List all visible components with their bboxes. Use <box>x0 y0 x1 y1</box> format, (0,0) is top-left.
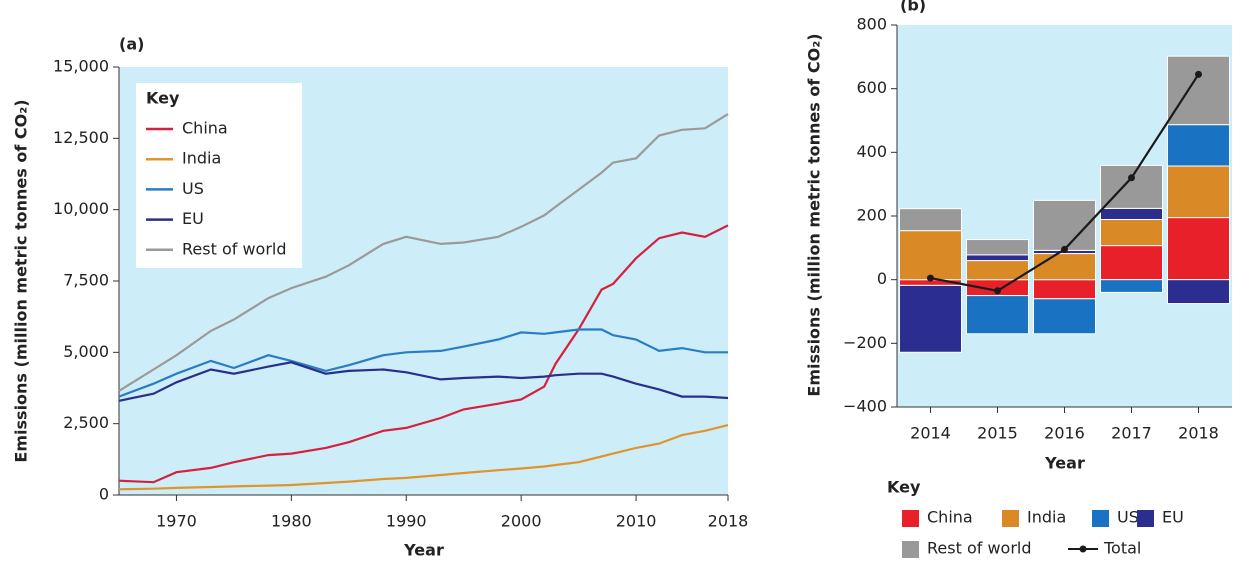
x-tick-label: 2018 <box>708 512 749 531</box>
series-line <box>118 224 729 484</box>
bar-segment <box>1100 245 1163 281</box>
bar-segment <box>966 254 1029 262</box>
bar-segment <box>1100 207 1163 221</box>
bar-segment <box>1167 124 1230 167</box>
legend-label: India <box>182 149 221 168</box>
y-tick-label: 0 <box>99 485 109 504</box>
total-point <box>1128 174 1135 182</box>
series-line <box>118 113 729 392</box>
legend-label: India <box>1027 508 1066 527</box>
legend-label: US <box>1117 508 1139 527</box>
y-tick-label: 0 <box>877 269 887 288</box>
legend-swatch <box>1002 510 1019 527</box>
y-tick-label: 800 <box>856 15 887 34</box>
y-axis-label: Emissions (million metric tonnes of CO₂) <box>805 33 824 396</box>
y-tick-label: 5,000 <box>63 342 109 361</box>
bar-segment <box>899 208 962 232</box>
legend-label: Rest of world <box>182 239 287 258</box>
bar-segment <box>1167 165 1230 219</box>
y-tick-label: 10,000 <box>53 199 109 218</box>
legend-swatch-dot <box>1079 545 1087 553</box>
series-line <box>118 361 729 402</box>
x-tick-label: 2015 <box>977 424 1018 443</box>
bar-segment <box>1033 199 1096 251</box>
legend-swatch <box>902 510 919 527</box>
total-point <box>1061 245 1068 253</box>
total-point <box>994 287 1001 295</box>
bar-segment <box>966 295 1029 335</box>
bar-segment <box>899 230 962 281</box>
chart-title: (b) <box>900 0 926 15</box>
bar-segment <box>1100 279 1163 293</box>
y-tick-label: 600 <box>856 78 887 97</box>
legend-swatch <box>1092 510 1109 527</box>
bar-segment <box>1033 253 1096 281</box>
x-axis-label: Year <box>1044 454 1085 473</box>
legend-label: Total <box>1103 539 1141 558</box>
x-tick-label: 2014 <box>910 424 951 443</box>
bar-segment <box>1167 217 1230 281</box>
x-tick-label: 1980 <box>271 512 312 531</box>
y-tick-label: −200 <box>843 333 887 352</box>
y-tick-label: 2,500 <box>63 413 109 432</box>
chart-title: (a) <box>119 35 144 54</box>
legend-title: Key <box>146 89 180 108</box>
x-tick-label: 2017 <box>1111 424 1152 443</box>
bar-segment <box>1033 298 1096 335</box>
x-tick-label: 2010 <box>616 512 657 531</box>
legend-swatch <box>1137 510 1154 527</box>
bar-segment <box>899 284 962 353</box>
bar-segment <box>1167 55 1230 126</box>
legend-label: EU <box>182 209 204 228</box>
bar-segment <box>1100 219 1163 247</box>
total-point <box>1195 70 1202 78</box>
x-tick-label: 2018 <box>1178 424 1219 443</box>
x-tick-label: 2016 <box>1044 424 1085 443</box>
total-point <box>927 274 934 282</box>
y-tick-label: 400 <box>856 142 887 161</box>
legend-label: China <box>927 508 973 527</box>
bar-segment <box>1167 279 1230 305</box>
x-tick-label: 2000 <box>501 512 542 531</box>
series-line <box>118 328 728 398</box>
y-tick-label: 200 <box>856 206 887 225</box>
series-line <box>118 424 729 491</box>
y-tick-label: 15,000 <box>53 57 109 76</box>
legend-title: Key <box>887 478 921 497</box>
legend-label: US <box>182 179 204 198</box>
x-tick-label: 1970 <box>156 512 197 531</box>
y-axis-label: Emissions (million metric tonnes of CO₂) <box>12 99 31 462</box>
legend-label: China <box>182 119 228 138</box>
legend-label: Rest of world <box>927 539 1032 558</box>
legend-box <box>136 83 302 268</box>
bar-segment <box>966 239 1029 256</box>
legend-swatch <box>902 541 919 558</box>
x-axis-label: Year <box>403 541 444 560</box>
x-tick-label: 1990 <box>386 512 427 531</box>
y-tick-label: 12,500 <box>53 128 109 147</box>
bar-segment <box>1033 279 1096 300</box>
legend-label: EU <box>1162 508 1184 527</box>
y-tick-label: −400 <box>843 397 887 416</box>
y-tick-label: 7,500 <box>63 271 109 290</box>
